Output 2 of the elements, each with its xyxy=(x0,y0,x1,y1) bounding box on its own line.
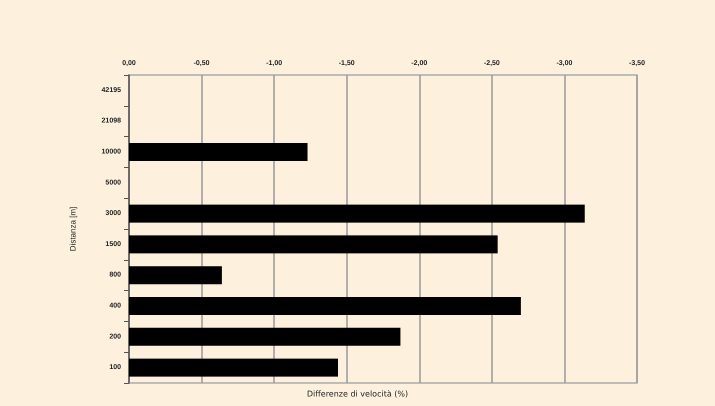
y-axis-title: Distanza [m] xyxy=(68,206,78,252)
x-axis-title: Differenze di velocità (%) xyxy=(306,390,408,398)
